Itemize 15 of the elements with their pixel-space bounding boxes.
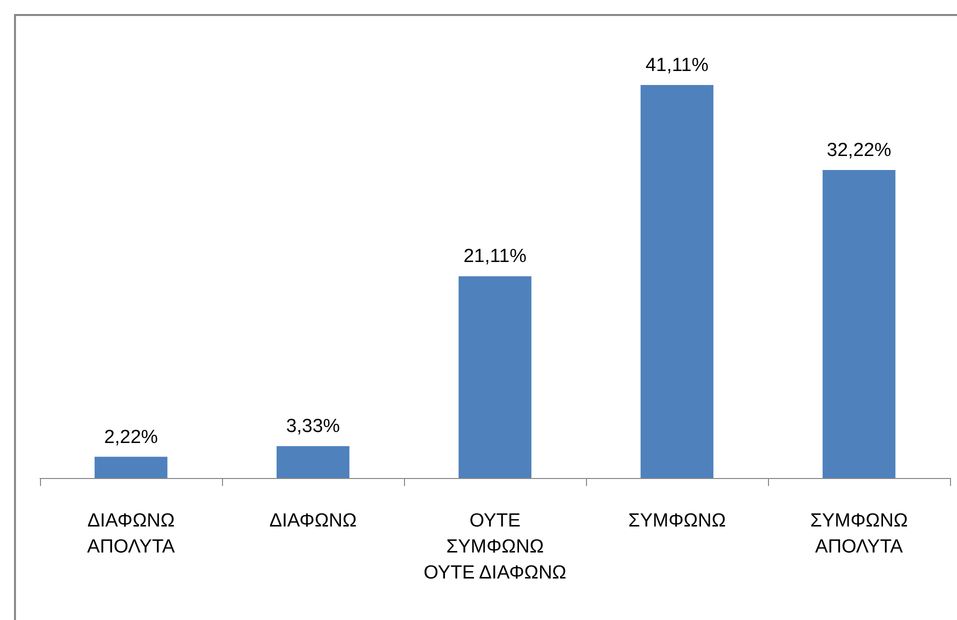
x-tick-label: ΔΙΑΦΩΝΩ bbox=[269, 510, 357, 532]
bar bbox=[822, 170, 896, 478]
x-tick-label: ΣΥΜΦΩΝΩ bbox=[628, 510, 726, 532]
bar bbox=[458, 276, 532, 478]
data-label: 32,22% bbox=[826, 140, 892, 161]
bar bbox=[276, 446, 350, 478]
x-tick-label: ΔΙΑΦΩΝΩ ΑΠΟΛΥΤΑ bbox=[87, 510, 176, 558]
x-tick-label: ΟΥΤΕ ΣΥΜΦΩΝΩ ΟΥΤΕ ΔΙΑΦΩΝΩ bbox=[424, 510, 566, 584]
bar bbox=[94, 456, 168, 478]
data-label: 3,33% bbox=[286, 416, 340, 438]
data-label: 21,11% bbox=[463, 246, 527, 268]
bar bbox=[640, 84, 714, 478]
data-label: 2,22% bbox=[104, 426, 158, 448]
data-label: 41,11% bbox=[645, 54, 709, 76]
x-tick-label: ΣΥΜΦΩΝΩ ΑΠΟΛΥΤΑ bbox=[810, 510, 908, 558]
